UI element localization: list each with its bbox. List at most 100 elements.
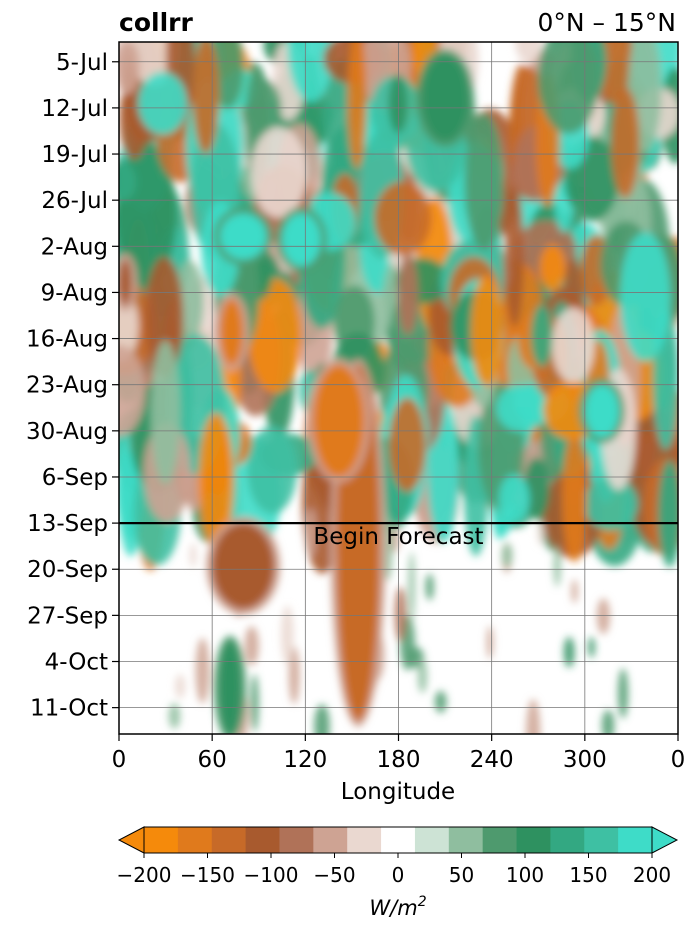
feature-core <box>421 55 469 141</box>
colorbar-swatch <box>144 827 179 853</box>
anomaly-blob <box>523 457 550 520</box>
feature-core <box>282 213 321 267</box>
colorbar-swatch <box>245 827 280 853</box>
colorbar-label: W/m2 <box>369 894 426 920</box>
anomaly-blob <box>464 112 504 251</box>
anomaly-blob <box>145 256 184 378</box>
colorbar-tick-label: −100 <box>244 863 299 887</box>
anomaly-blob <box>119 42 141 95</box>
y-tick-label: 27-Sep <box>27 603 108 629</box>
chart-title-right: 0°N – 15°N <box>537 8 676 37</box>
forecast-blob <box>617 668 629 719</box>
colorbar-swatch <box>381 827 416 853</box>
anomaly-blob <box>496 384 547 432</box>
forecast-blob <box>408 551 416 622</box>
forecast-blob <box>394 586 407 642</box>
colorbar-swatch <box>482 827 518 853</box>
plot-area: Begin Forecast <box>118 41 679 735</box>
anomaly-blob <box>247 426 297 514</box>
anomaly-blob <box>248 278 302 393</box>
x-tick-label: 180 <box>377 747 421 773</box>
forecast-blob <box>175 674 186 699</box>
anomaly-blob <box>119 345 146 436</box>
y-tick-label: 30-Aug <box>26 419 108 445</box>
colorbar-swatch <box>414 827 450 853</box>
colorbar-extend-low <box>117 826 145 854</box>
anomaly-blob <box>551 307 595 383</box>
y-axis: 5-Jul 12-Jul 19-Jul 26-Jul 2-Aug 9-Aug 16-Aug 2… <box>26 50 119 722</box>
colorbar-tick-label: 50 <box>449 863 474 887</box>
y-tick-label: 5-Jul <box>56 50 108 76</box>
anomaly-blob <box>347 42 367 170</box>
colorbar-tick-label: 100 <box>506 863 544 887</box>
x-tick-label: 0 <box>112 747 127 773</box>
forecast-blob <box>537 520 545 546</box>
forecast-blob <box>195 638 210 704</box>
colorbar-tick-label: −50 <box>313 863 355 887</box>
y-tick-label: 2-Aug <box>41 234 108 260</box>
anomaly-field <box>119 42 678 734</box>
colorbar-swatch <box>448 827 484 853</box>
anomaly-blob <box>388 397 426 492</box>
forecast-blob <box>601 709 615 734</box>
feature-core <box>219 213 267 260</box>
x-axis: 0 60 120 180 240 300 0 <box>112 734 686 773</box>
x-tick-label: 300 <box>563 747 607 773</box>
feature-core <box>313 364 365 477</box>
forecast-blob <box>501 542 513 568</box>
colorbar-tick-label: −200 <box>117 863 172 887</box>
colorbar-swatch <box>550 827 585 853</box>
forecast-blob <box>244 626 259 666</box>
anomaly-blob <box>504 185 524 328</box>
feature-core <box>584 384 619 438</box>
forecast-blob <box>596 598 611 635</box>
anomaly-blob <box>583 477 639 531</box>
anomaly-blob <box>150 340 181 485</box>
feature-core <box>219 299 244 365</box>
y-tick-label: 26-Jul <box>41 188 108 214</box>
anomaly-blob <box>374 181 432 256</box>
colorbar-swatch <box>618 827 653 853</box>
colorbar-extend-high <box>651 826 679 854</box>
chart-title-left: collrr <box>119 8 193 37</box>
forecast-blob <box>304 508 317 558</box>
y-tick-label: 11-Oct <box>30 696 108 722</box>
forecast-blob <box>417 659 428 694</box>
y-tick-label: 9-Aug <box>41 280 108 306</box>
anomaly-blob <box>397 252 419 335</box>
forecast-blob <box>486 625 494 659</box>
forecast-blob <box>526 699 541 734</box>
forecast-blob <box>553 545 561 587</box>
anomaly-blob <box>562 433 587 562</box>
forecast-blob <box>563 636 575 668</box>
y-tick-label: 6-Sep <box>42 465 108 491</box>
colorbar-swatch <box>211 827 247 853</box>
anomaly-blob <box>137 71 188 135</box>
anomaly-blob <box>515 42 542 63</box>
forecast-blob <box>288 646 300 705</box>
anomaly-blob <box>539 244 566 292</box>
anomaly-blob <box>537 42 600 134</box>
feature-core <box>219 641 241 734</box>
anomaly-blob <box>119 161 137 202</box>
forecast-blob <box>168 703 181 729</box>
colorbar-swatch <box>177 827 213 853</box>
feature-core <box>119 259 132 306</box>
field-blobs <box>119 42 678 734</box>
forecast-blob <box>588 636 595 658</box>
y-tick-label: 13-Sep <box>27 511 108 537</box>
y-tick-label: 12-Jul <box>41 96 108 122</box>
forecast-blob <box>281 605 294 665</box>
forecast-blob <box>434 690 447 714</box>
x-tick-label: 0 <box>671 747 686 773</box>
anomaly-blob <box>498 474 530 524</box>
colorbar-swatch <box>347 827 382 853</box>
forecast-blob <box>189 543 197 568</box>
anomaly-blob <box>192 42 219 154</box>
forecast-blob <box>425 573 434 601</box>
anomaly-blob <box>251 126 307 218</box>
colorbar-tick-label: 0 <box>392 863 405 887</box>
colorbar-tick-label: 150 <box>569 863 607 887</box>
x-axis-label: Longitude <box>341 779 455 805</box>
